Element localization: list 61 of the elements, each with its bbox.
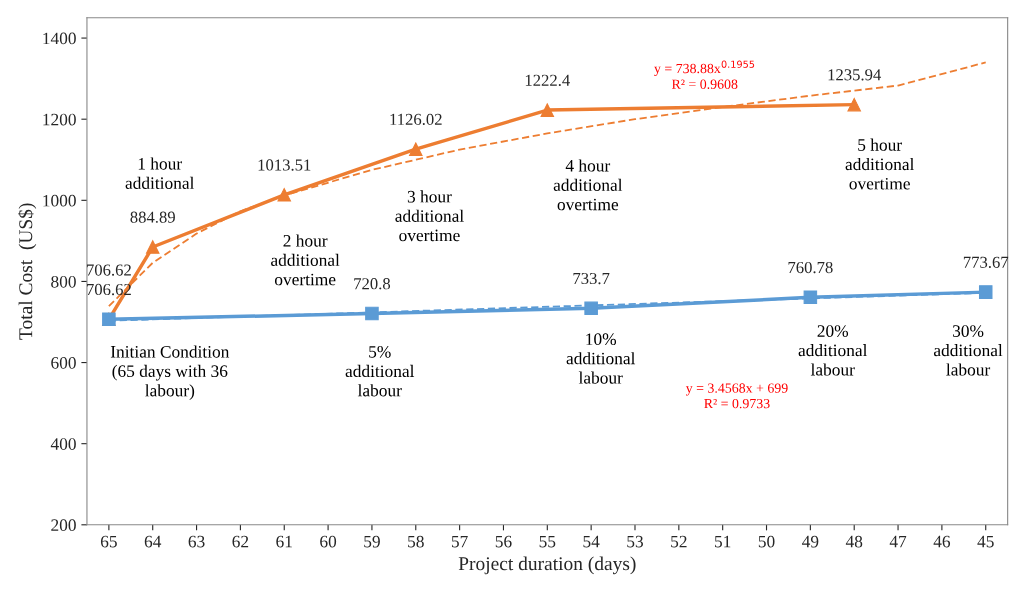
data-label: 733.7 — [573, 272, 610, 285]
x-tick-label: 57 — [451, 535, 468, 548]
x-tick-label: 46 — [933, 535, 951, 548]
y-tick-label: 1000 — [43, 194, 76, 207]
annotation: 3 hour additional overtime — [395, 190, 464, 242]
data-label: 884.89 — [130, 211, 175, 223]
data-label: 1235.94 — [828, 69, 882, 81]
y-axis-title: Total Cost (US$) — [18, 203, 37, 340]
y-tick-label: 400 — [50, 438, 76, 450]
x-tick-label: 48 — [845, 535, 863, 548]
point — [584, 301, 598, 316]
x-tick-label: 54 — [583, 535, 600, 548]
annotation: y = 3.4568x + 699 R² = 0.9733 — [685, 383, 788, 409]
point — [365, 306, 379, 321]
annotation: 10% additional labour — [566, 333, 636, 384]
x-tick-label: 63 — [188, 535, 205, 548]
x-tick-label: 59 — [364, 535, 380, 548]
x-tick-label: 51 — [715, 535, 731, 548]
point — [540, 103, 555, 117]
x-tick-label: 65 — [100, 535, 117, 548]
data-label: 773.67 — [963, 256, 1009, 268]
y-tick-label: 800 — [51, 275, 76, 288]
x-tick-label: 47 — [889, 535, 907, 548]
y-tick-label: 1400 — [43, 32, 76, 45]
annotation: 5 hour additional overtime — [845, 138, 915, 190]
x-tick-label: 60 — [320, 535, 337, 548]
x-tick-label: 45 — [977, 535, 994, 548]
point — [978, 285, 993, 299]
annotation: 1 hour additional — [125, 157, 195, 189]
x-tick-label: 55 — [539, 535, 556, 548]
annotation: Initian Condition (65 days with 36 labour) — [110, 345, 230, 400]
x-tick-label: 62 — [232, 535, 249, 548]
data-label: 720.8 — [354, 278, 391, 290]
y-tick-label: 1200 — [43, 113, 76, 126]
annotation: 30% additional labour — [933, 325, 1003, 376]
annotation: 5% additional labour — [345, 345, 415, 397]
point — [409, 142, 423, 156]
annotation: 4 hour additional overtime — [553, 159, 623, 211]
x-tick-label: 61 — [276, 535, 292, 548]
point — [803, 290, 818, 305]
data-label: 1126.02 — [390, 113, 442, 126]
x-tick-label: 58 — [408, 535, 424, 548]
x-tick-label: 50 — [758, 535, 775, 548]
annotation: 2 hour additional overtime — [271, 234, 340, 286]
data-label: 706.62 — [87, 264, 131, 276]
point — [277, 188, 292, 202]
x-tick-label: 52 — [671, 535, 687, 548]
point — [847, 97, 861, 112]
data-label: 1222.4 — [525, 74, 570, 86]
annotation: 20% additional labour — [798, 325, 868, 376]
x-axis-title: Project duration (days) — [458, 556, 636, 575]
y-tick-label: 600 — [51, 357, 76, 369]
data-label: 1013.51 — [258, 159, 311, 171]
x-tick-label: 49 — [802, 535, 819, 548]
x-tick-label: 64 — [144, 535, 162, 548]
data-label: 760.78 — [788, 261, 833, 274]
annotation: y = 738.88x$^{0.1955}$ R² = 0.9608 — [654, 60, 755, 89]
y-tick-label: 200 — [51, 519, 76, 531]
x-tick-label: 56 — [495, 535, 512, 548]
x-tick-label: 53 — [627, 535, 643, 548]
point — [145, 240, 160, 254]
